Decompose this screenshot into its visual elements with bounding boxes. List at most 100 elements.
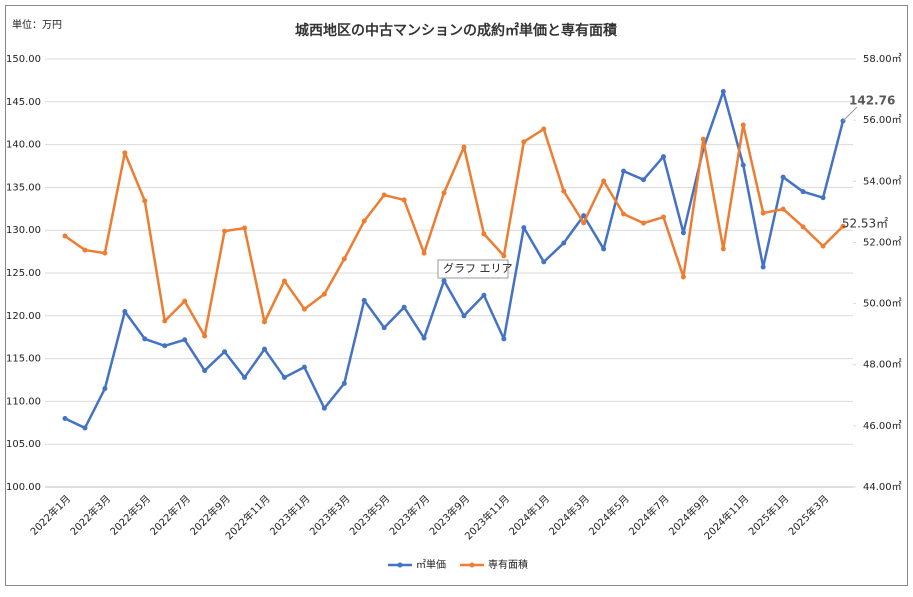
data-point (680, 274, 686, 280)
data-point (321, 291, 327, 297)
data-point (581, 213, 587, 219)
y2-tick-label: 44.00㎡ (863, 481, 902, 493)
y-tick-label: 120.00 (6, 311, 41, 322)
y-tick-label: 115.00 (6, 354, 41, 365)
label-leader (842, 106, 858, 122)
series-line (64, 123, 844, 338)
y-tick-label: 145.00 (6, 97, 41, 108)
legend-label: ㎡単価 (416, 558, 446, 571)
data-point (202, 333, 208, 339)
data-point (301, 306, 307, 312)
y-tick-label: 125.00 (6, 268, 41, 279)
data-point (222, 228, 228, 234)
data-point (62, 233, 68, 239)
data-point (401, 197, 407, 203)
data-point (641, 220, 647, 226)
data-point (242, 225, 248, 231)
data-point (481, 231, 487, 237)
data-point (361, 218, 367, 224)
legend: ㎡単価 専有面積 (388, 558, 528, 571)
tooltip-box (437, 259, 509, 279)
data-point (501, 253, 507, 259)
data-point (441, 190, 447, 196)
data-point (601, 178, 607, 184)
y2-tick-label: 58.00㎡ (863, 53, 902, 65)
data-point (401, 304, 407, 310)
data-point (521, 225, 527, 231)
data-point (521, 139, 527, 145)
data-point (501, 336, 507, 342)
y-tick-label: 135.00 (6, 182, 41, 193)
data-point (62, 416, 68, 422)
y-tick-label: 105.00 (6, 439, 41, 450)
y-tick-label: 100.00 (6, 482, 41, 493)
data-point (162, 343, 168, 349)
data-point (341, 256, 347, 262)
unit-label: 単位：万円 (12, 18, 62, 31)
data-point (760, 210, 766, 216)
data-point (202, 368, 208, 374)
tooltip: グラフ エリア (437, 259, 513, 279)
y-tick-label: 130.00 (6, 225, 41, 236)
y2-tick-label: 50.00㎡ (863, 298, 902, 310)
data-point (641, 177, 647, 183)
data-point (281, 374, 287, 380)
data-point (381, 325, 387, 331)
data-point (421, 250, 427, 256)
data-point (680, 230, 686, 236)
data-point (541, 126, 547, 132)
data-point (561, 240, 567, 246)
data-point (182, 298, 188, 304)
data-point (481, 292, 487, 298)
data-point (461, 313, 467, 319)
data-point (700, 136, 706, 142)
legend-label: 専有面積 (488, 558, 528, 571)
series-line (64, 90, 845, 430)
y2-tick-label: 46.00㎡ (863, 420, 902, 432)
data-point (660, 214, 666, 220)
data-label: 142.76 (849, 93, 895, 107)
data-point (82, 247, 88, 253)
data-point (261, 346, 267, 352)
data-point (441, 278, 447, 284)
data-point (840, 223, 846, 229)
data-point (820, 195, 826, 201)
tooltip-text: グラフ エリア (443, 261, 513, 275)
chart-title: 城西地区の中古マンションの成約㎡単価と専有面積 (295, 22, 618, 39)
data-label: 52.53㎡ (842, 217, 888, 231)
data-point (341, 380, 347, 386)
data-point (261, 319, 267, 325)
data-point (162, 318, 168, 324)
data-point (720, 246, 726, 252)
data-point (601, 246, 607, 252)
data-point (820, 243, 826, 249)
data-point (142, 198, 148, 204)
data-point (780, 174, 786, 180)
legend-marker (397, 562, 403, 568)
data-point (242, 374, 248, 380)
data-point (82, 425, 88, 431)
data-point (421, 335, 427, 341)
data-point (102, 250, 108, 256)
y-tick-label: 150.00 (6, 54, 41, 65)
data-point (660, 154, 666, 160)
data-point (780, 206, 786, 212)
y-tick-label: 140.00 (6, 140, 41, 151)
data-point (720, 89, 726, 95)
data-point (581, 220, 587, 226)
y-tick-label: 110.00 (6, 396, 41, 407)
data-point (222, 349, 228, 355)
y2-tick-label: 56.00㎡ (863, 114, 902, 126)
data-point (381, 192, 387, 198)
data-point (800, 189, 806, 195)
data-point (122, 309, 128, 315)
y2-tick-label: 54.00㎡ (863, 175, 902, 187)
data-point (142, 336, 148, 342)
y2-tick-label: 48.00㎡ (863, 359, 902, 371)
data-point (361, 297, 367, 303)
data-point (102, 386, 108, 392)
data-point (740, 162, 746, 168)
data-point (621, 211, 627, 217)
data-point (281, 278, 287, 284)
